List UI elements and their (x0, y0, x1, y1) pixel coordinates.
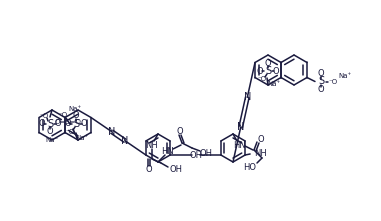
Text: O: O (257, 67, 263, 76)
Text: O: O (73, 112, 79, 120)
Text: HN: HN (234, 141, 247, 149)
Text: S: S (73, 119, 79, 129)
Text: N: N (237, 122, 244, 132)
Text: O: O (258, 135, 264, 145)
Text: ⁻O: ⁻O (40, 113, 48, 119)
Text: O: O (318, 69, 324, 78)
Text: ⁻O: ⁻O (328, 78, 338, 84)
Text: OH: OH (170, 166, 182, 175)
Text: O=S=O: O=S=O (54, 119, 82, 125)
Text: OH: OH (189, 151, 202, 160)
Text: O: O (47, 128, 53, 137)
Text: OH: OH (200, 149, 213, 158)
Text: NH: NH (146, 141, 158, 149)
Text: S: S (265, 66, 271, 76)
Text: Na⁺: Na⁺ (267, 81, 281, 87)
Text: O: O (81, 120, 87, 128)
Text: O: O (265, 59, 271, 67)
Text: S: S (318, 76, 324, 86)
Text: NH: NH (254, 149, 267, 158)
Text: HN: HN (162, 147, 174, 156)
Text: HO: HO (243, 162, 256, 171)
Text: O: O (318, 85, 324, 94)
Text: O: O (146, 164, 152, 173)
Text: N: N (108, 127, 115, 137)
Text: ⁻O: ⁻O (258, 76, 267, 82)
Text: N: N (121, 136, 129, 146)
Text: Na⁺: Na⁺ (68, 106, 82, 112)
Text: Na⁻: Na⁻ (45, 137, 59, 143)
Text: O: O (65, 120, 71, 128)
Text: N: N (243, 92, 251, 102)
Text: Na⁺: Na⁺ (338, 72, 352, 78)
Text: O: O (273, 67, 279, 76)
Text: O: O (55, 120, 61, 128)
Text: ⁻O: ⁻O (58, 112, 67, 118)
Text: O: O (177, 128, 183, 137)
Text: ⁻O: ⁻O (66, 129, 75, 135)
Text: O: O (39, 120, 45, 128)
Text: S: S (47, 119, 53, 129)
Text: Na⁺: Na⁺ (75, 135, 89, 141)
